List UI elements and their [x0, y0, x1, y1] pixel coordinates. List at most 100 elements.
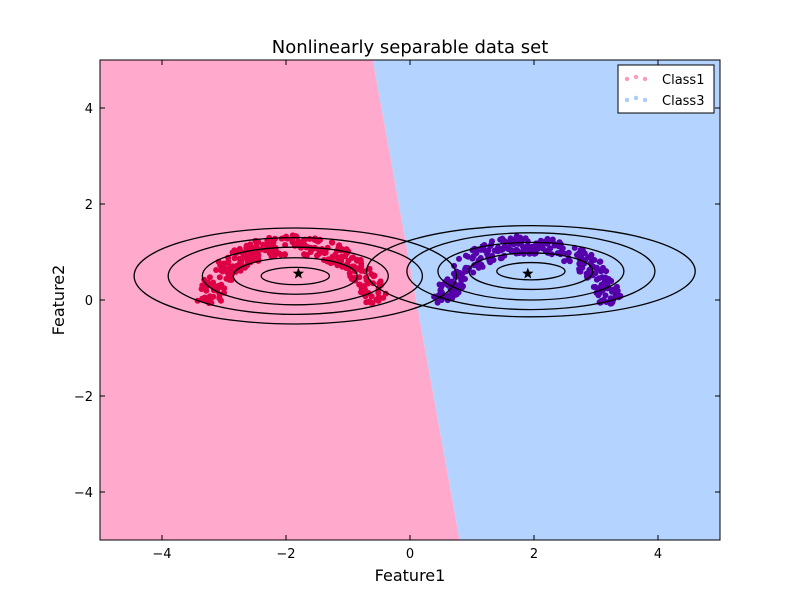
data-point	[300, 237, 307, 244]
data-point	[368, 271, 375, 277]
data-point	[216, 274, 223, 281]
data-point	[465, 253, 471, 260]
plot-area	[100, 60, 720, 540]
data-point	[266, 250, 273, 257]
contour-ellipse	[468, 252, 594, 291]
data-point	[289, 232, 296, 239]
data-point	[213, 267, 220, 273]
x-tick-label: 4	[654, 547, 662, 562]
data-point	[210, 279, 217, 286]
data-point	[207, 293, 213, 300]
data-point	[233, 263, 240, 270]
legend: Class1 Class3	[617, 64, 715, 114]
data-point	[547, 245, 554, 252]
data-point	[471, 262, 478, 269]
x-tick-label: 2	[530, 547, 538, 562]
data-point	[486, 257, 493, 264]
data-point	[545, 238, 552, 245]
data-point	[366, 265, 373, 272]
data-point	[499, 235, 506, 242]
data-point	[438, 283, 445, 290]
legend-marker	[633, 95, 639, 101]
x-tick-label: 0	[406, 547, 414, 562]
data-point	[449, 295, 456, 302]
data-point	[479, 263, 486, 270]
centroid-star-icon	[522, 267, 534, 279]
y-axis-label: Feature2	[49, 265, 68, 336]
data-point	[565, 249, 572, 256]
data-point	[593, 265, 600, 272]
data-point	[458, 277, 465, 284]
data-point	[216, 294, 223, 301]
data-point	[350, 254, 356, 261]
contour-ellipse	[260, 266, 331, 286]
legend-marker	[624, 76, 630, 82]
data-point	[500, 245, 507, 252]
contour-ellipse	[201, 246, 389, 306]
data-point	[470, 253, 477, 260]
data-point	[377, 278, 384, 285]
data-point	[239, 255, 246, 262]
legend-marker	[624, 97, 630, 103]
data-point	[357, 258, 364, 265]
data-point	[253, 240, 260, 247]
data-point	[282, 242, 289, 248]
data-point	[367, 299, 374, 306]
contour-ellipse	[232, 257, 358, 295]
contour-ellipse	[365, 224, 696, 318]
data-point	[342, 253, 349, 260]
data-point	[337, 254, 344, 261]
data-point	[360, 289, 367, 296]
data-point	[603, 268, 610, 275]
data-point	[456, 255, 462, 262]
data-point	[609, 288, 615, 295]
data-point	[470, 269, 477, 276]
data-point	[596, 258, 603, 265]
data-point	[206, 274, 213, 281]
data-point	[599, 274, 606, 281]
data-point	[204, 279, 211, 286]
data-point	[524, 242, 531, 249]
y-tick-label: 0	[85, 294, 93, 309]
contour-ellipse	[437, 241, 625, 301]
data-point	[592, 284, 599, 290]
data-point	[380, 294, 387, 301]
data-point	[219, 268, 226, 275]
data-point	[228, 277, 235, 283]
data-point	[358, 263, 365, 270]
data-point	[277, 251, 284, 258]
data-point	[244, 258, 251, 265]
data-point	[579, 247, 586, 254]
data-point	[460, 283, 466, 290]
data-point	[223, 275, 230, 282]
chart-title: Nonlinearly separable data set	[272, 37, 549, 58]
data-point	[489, 238, 495, 245]
x-tick-label: −4	[152, 547, 171, 562]
data-point	[236, 245, 243, 252]
data-point	[375, 289, 382, 296]
legend-label: Class1	[662, 73, 704, 88]
data-point	[559, 245, 566, 252]
legend-marker	[642, 97, 648, 103]
contour-ellipse	[406, 232, 656, 311]
data-point	[586, 266, 593, 273]
region-class1	[100, 60, 460, 540]
x-tick-label: −2	[276, 547, 295, 562]
data-point	[493, 247, 500, 254]
data-point	[455, 289, 461, 296]
x-axis-label: Feature1	[375, 566, 446, 585]
y-tick-label: 2	[85, 198, 93, 213]
data-point	[247, 252, 254, 259]
data-point	[451, 262, 458, 269]
legend-marker	[633, 74, 639, 80]
data-point	[321, 250, 328, 257]
y-tick-label: 4	[85, 102, 93, 117]
data-point	[289, 237, 296, 244]
data-point	[336, 242, 343, 249]
data-point	[203, 287, 210, 294]
data-point	[434, 299, 441, 306]
data-point	[301, 251, 308, 258]
data-point	[329, 239, 336, 246]
data-point	[282, 251, 288, 258]
